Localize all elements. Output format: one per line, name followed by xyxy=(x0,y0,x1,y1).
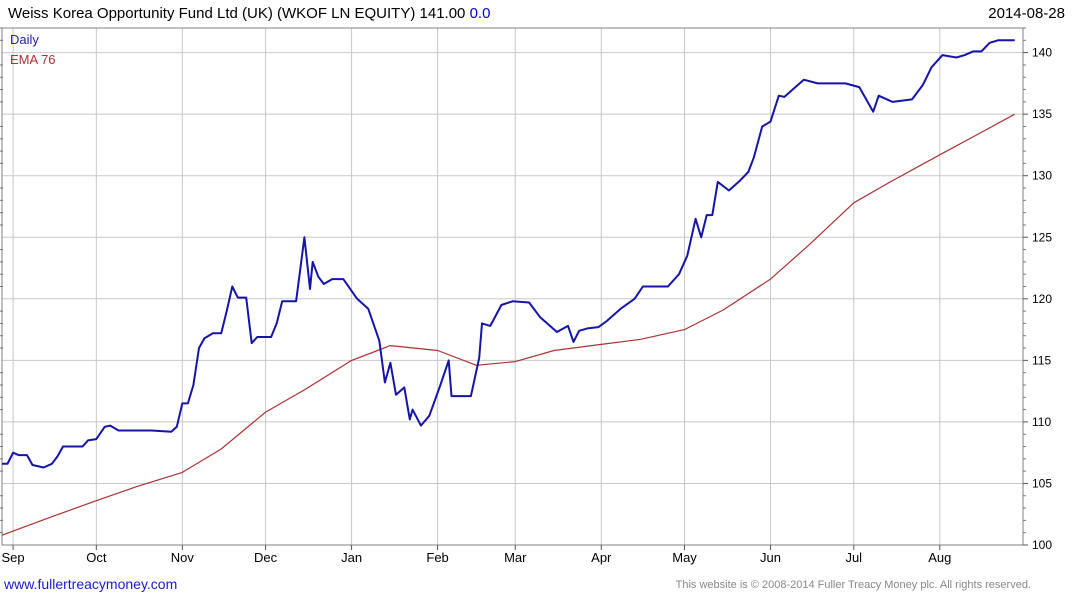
x-tick-label: Mar xyxy=(504,550,527,565)
grid xyxy=(2,28,1023,546)
price-change: 0.0 xyxy=(469,5,491,22)
y-tick-label: 100 xyxy=(1032,538,1052,552)
y-tick-label: 135 xyxy=(1032,107,1052,121)
daily-price-line xyxy=(2,39,1015,469)
x-tick-label: Jun xyxy=(760,550,781,565)
footer-link[interactable]: www.fullertreacymoney.com xyxy=(4,576,178,592)
y-tick-label: 110 xyxy=(1032,415,1051,429)
x-tick-label: Feb xyxy=(426,550,448,565)
x-tick-label: Sep xyxy=(2,550,25,565)
series-layer xyxy=(1,39,1015,536)
x-tick-label: Apr xyxy=(591,550,612,565)
ema-76-line xyxy=(1,113,1015,536)
y-tick-label: 120 xyxy=(1032,292,1052,306)
x-tick-label: May xyxy=(672,550,697,565)
chart-date: 2014-08-28 xyxy=(988,5,1065,22)
footer-copyright: This website is © 2008-2014 Fuller Treac… xyxy=(675,579,1031,591)
x-tick-label: Nov xyxy=(171,550,195,565)
legend-daily: Daily xyxy=(10,32,39,47)
y-tick-label: 125 xyxy=(1032,230,1052,244)
x-tick-label: Oct xyxy=(86,550,107,565)
x-tick-label: Jan xyxy=(341,550,362,565)
y-axis: 100 105 110 115 120 125 130 135 140 xyxy=(0,27,1052,552)
y-tick-label: 130 xyxy=(1032,169,1052,183)
x-axis: Sep Oct Nov Dec Jan Feb Mar Apr May Jun Jul Aug xyxy=(2,545,951,565)
x-tick-label: Jul xyxy=(845,550,862,565)
chart-title-text: Weiss Korea Opportunity Fund Ltd (UK) (W… xyxy=(8,5,466,22)
legend-ema: EMA 76 xyxy=(10,52,56,67)
chart-title: Weiss Korea Opportunity Fund Ltd (UK) (W… xyxy=(8,5,490,22)
x-tick-label: Dec xyxy=(254,550,278,565)
y-tick-label: 140 xyxy=(1032,46,1052,60)
y-tick-label: 115 xyxy=(1032,353,1051,367)
x-tick-label: Aug xyxy=(928,550,951,565)
y-tick-label: 105 xyxy=(1032,476,1052,490)
